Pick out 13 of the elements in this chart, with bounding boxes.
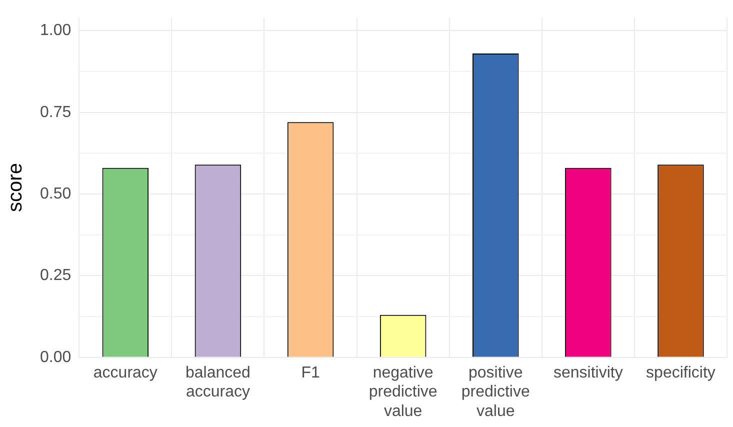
- y-tick-label: 0.50: [40, 185, 72, 202]
- y-tick-label: 1.00: [40, 22, 72, 40]
- y-axis-title: score: [4, 163, 27, 212]
- x-tick-label: balanced accuracy: [185, 364, 250, 401]
- y-tick-label: 0.75: [40, 104, 72, 121]
- x-tick-label: F1: [301, 364, 320, 382]
- y-tick-label: 0.00: [40, 348, 72, 366]
- x-tick-label: positive predictive value: [461, 364, 530, 420]
- x-tick-label: sensitivity: [553, 364, 623, 382]
- x-tick-label: accuracy: [93, 364, 158, 382]
- y-tick-label: 0.25: [40, 267, 72, 284]
- x-tick-label: specificity: [646, 364, 716, 382]
- x-tick-label: negative predictive value: [368, 364, 438, 420]
